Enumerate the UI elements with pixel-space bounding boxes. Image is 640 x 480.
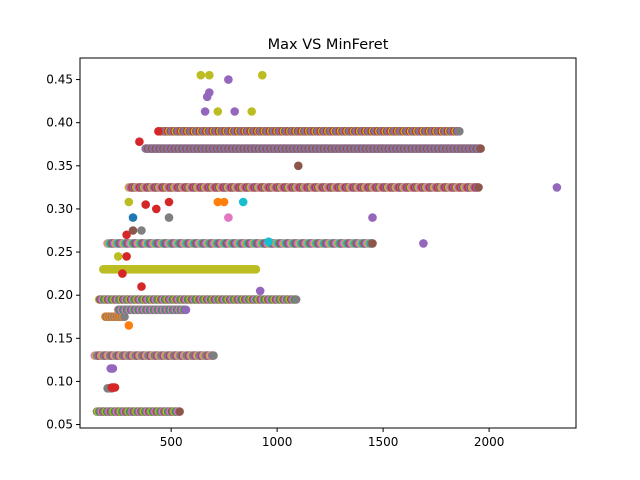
points-layer	[90, 70, 562, 416]
data-point	[213, 107, 223, 116]
data-point	[164, 197, 174, 207]
data-point	[368, 239, 377, 248]
y-tick-label: 0.10	[46, 374, 73, 388]
data-point	[196, 70, 206, 80]
data-point	[552, 183, 562, 192]
data-point	[224, 75, 233, 84]
y-tick-label: 0.05	[46, 418, 73, 432]
y-tick-label: 0.25	[46, 245, 73, 259]
data-point	[122, 230, 131, 240]
data-point	[124, 197, 134, 207]
data-point	[455, 127, 464, 136]
y-tick-label: 0.35	[46, 159, 73, 173]
data-point	[202, 92, 212, 102]
data-point	[181, 305, 191, 315]
data-point	[368, 213, 377, 222]
y-tick-label: 0.40	[46, 116, 73, 130]
data-point	[135, 137, 144, 146]
data-point	[164, 213, 174, 222]
x-tick-label: 500	[160, 435, 183, 449]
data-point	[141, 200, 150, 209]
data-point	[474, 183, 483, 192]
data-point	[209, 351, 218, 360]
data-point	[224, 213, 233, 222]
data-point	[291, 295, 301, 304]
data-point	[120, 312, 129, 322]
x-tick-label: 2000	[474, 435, 505, 449]
data-point	[108, 364, 118, 373]
data-point	[219, 197, 229, 207]
axes-layer: 500 1000 1500 2000 0.05 0.10 0.15 0.20 0.25 0.30 0…	[46, 73, 504, 449]
data-point	[294, 161, 303, 171]
y-tick-label: 0.30	[46, 202, 73, 216]
x-tick-label: 1000	[262, 435, 293, 449]
data-point	[476, 144, 485, 153]
y-tick-label: 0.45	[46, 73, 73, 87]
chart-title: Max VS MinFeret	[268, 37, 389, 53]
y-tick-label: 0.15	[46, 331, 73, 345]
data-point	[137, 226, 146, 235]
data-point	[113, 252, 123, 261]
data-point	[213, 197, 223, 207]
y-tick-label: 0.20	[46, 288, 73, 302]
data-point	[255, 286, 265, 296]
data-point	[128, 226, 138, 235]
x-tick-label: 1500	[368, 435, 399, 449]
data-point	[124, 321, 134, 330]
data-point	[137, 282, 146, 291]
data-point	[247, 107, 256, 116]
data-point	[128, 213, 138, 222]
data-point	[110, 383, 120, 392]
data-point	[258, 70, 267, 80]
data-point	[118, 269, 127, 278]
data-point	[154, 127, 163, 136]
data-point	[200, 107, 210, 116]
data-point	[238, 197, 248, 207]
data-point	[264, 237, 273, 246]
data-point	[175, 407, 184, 416]
plot-frame	[79, 57, 577, 429]
data-point	[122, 252, 131, 261]
data-point	[152, 204, 161, 214]
data-point	[205, 70, 214, 80]
data-point	[419, 239, 428, 248]
data-point	[251, 265, 261, 274]
data-point	[230, 107, 239, 116]
